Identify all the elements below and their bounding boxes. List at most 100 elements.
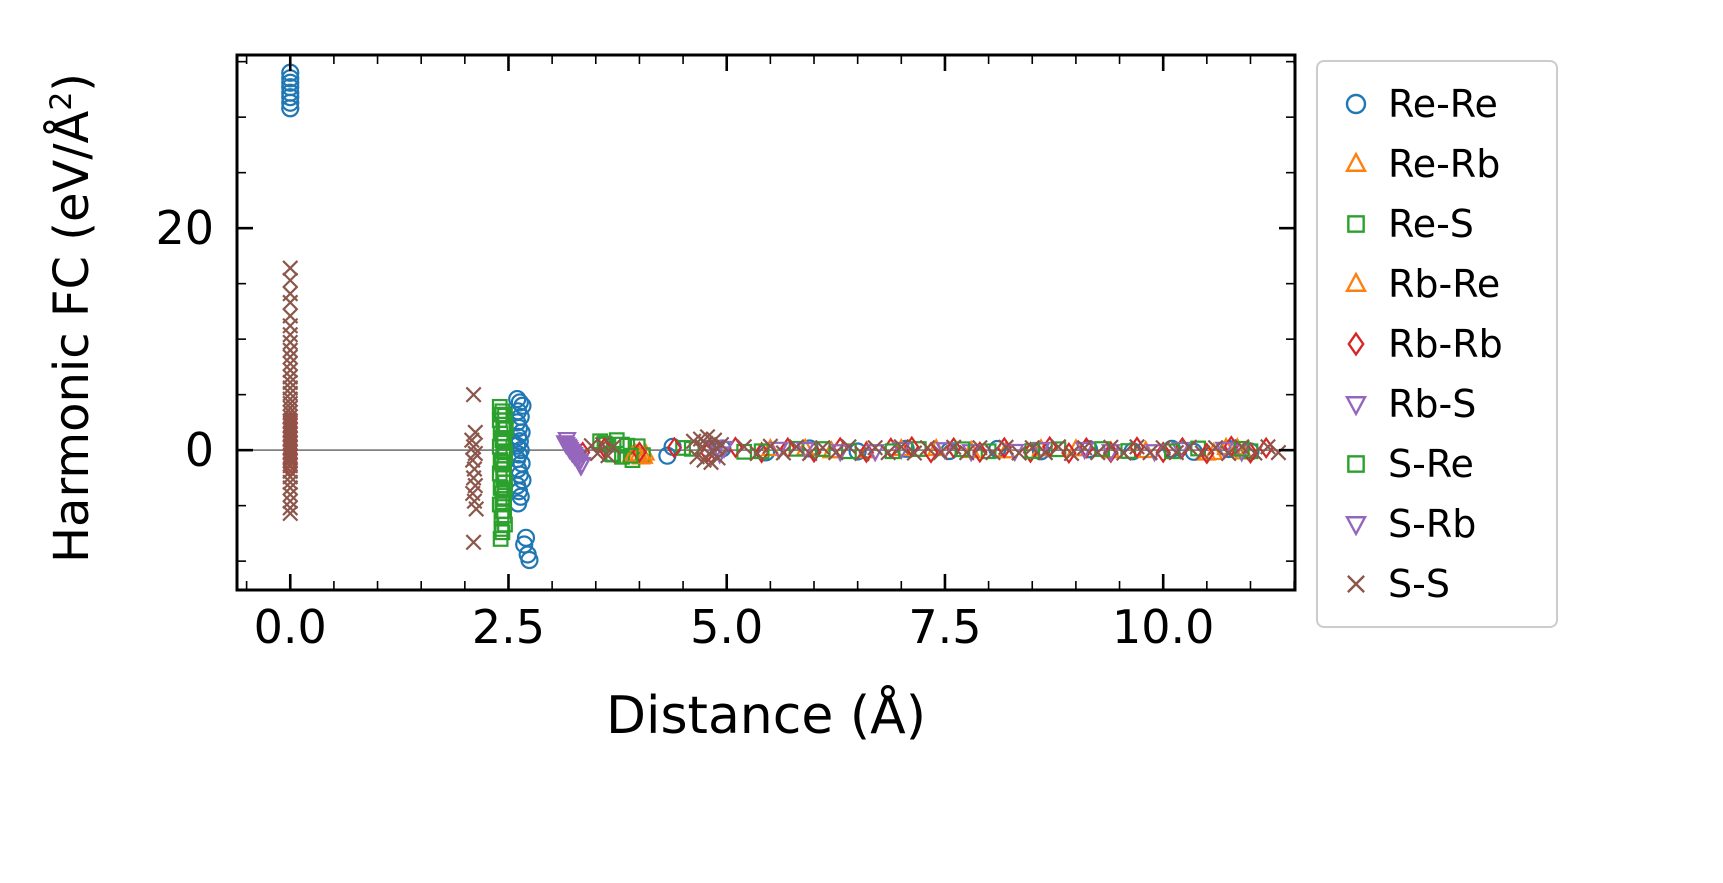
legend-item-Re-Rb: Re-Rb <box>1334 134 1540 194</box>
data-point-x-icon <box>1089 444 1106 461</box>
data-point-square-icon <box>622 447 639 464</box>
data-point-triangle-down-icon <box>1344 396 1368 417</box>
data-point-circle-icon <box>281 99 300 118</box>
data-point-x-icon <box>282 260 299 277</box>
data-point-x-icon <box>1168 444 1185 461</box>
data-point-square-icon <box>1024 443 1041 459</box>
data-point-diamond-icon <box>858 441 875 464</box>
data-point-x-icon <box>600 447 616 464</box>
data-point-circle-icon <box>281 88 300 107</box>
data-point-x-icon <box>282 499 299 516</box>
y-tick-label: 0 <box>184 423 214 478</box>
data-point-square-icon <box>493 521 510 537</box>
data-point-x-icon <box>282 505 299 522</box>
data-point-x-icon <box>880 444 897 461</box>
data-point-x-icon <box>697 435 714 452</box>
data-point-x-icon <box>282 326 299 343</box>
data-point-diamond-icon <box>1129 436 1145 459</box>
data-point-x-icon <box>1011 445 1028 462</box>
legend-label: Rb-Re <box>1388 262 1501 306</box>
x-icon <box>1347 575 1365 593</box>
series-S-S <box>282 260 1287 551</box>
data-point-square-icon <box>675 440 691 456</box>
x-tick-label: 10.0 <box>1111 600 1215 654</box>
data-point-circle-icon <box>1345 93 1367 115</box>
data-point-x-icon <box>465 386 482 403</box>
triangle-down-icon <box>1344 396 1368 417</box>
series-Re-Re <box>281 63 1260 570</box>
data-point-x-icon <box>1246 445 1263 462</box>
data-point-diamond-icon <box>596 436 613 460</box>
legend: Re-Re Re-Rb Re-S Rb-Re Rb-Rb Rb-S S-Re S-Rb S-S <box>1316 60 1558 628</box>
data-point-square-icon <box>496 491 513 507</box>
data-point-circle-icon <box>513 396 532 415</box>
data-point-x-icon <box>958 444 975 461</box>
data-point-circle-icon <box>281 73 300 92</box>
data-point-triangle-up-icon <box>795 437 816 456</box>
data-point-x-icon <box>468 500 485 517</box>
data-point-square-icon <box>492 531 509 547</box>
triangle-up-icon <box>1344 271 1368 292</box>
data-point-x-icon <box>1076 439 1093 456</box>
data-point-square-icon <box>497 444 513 461</box>
data-point-x-icon <box>1220 445 1237 462</box>
data-point-diamond-icon <box>1347 331 1365 357</box>
data-point-triangle-up-icon <box>633 445 654 464</box>
data-point-square-icon <box>497 482 513 499</box>
data-point-x-icon <box>465 534 482 551</box>
data-point-square-icon <box>814 441 831 457</box>
axes-box <box>235 53 1297 592</box>
data-point-x-icon <box>749 445 766 462</box>
data-point-triangle-down-icon <box>571 456 592 476</box>
series-Re-S <box>491 398 1259 547</box>
legend-label: S-S <box>1388 562 1450 606</box>
data-point-x-icon <box>932 444 949 461</box>
series-S-Re <box>493 406 1250 537</box>
data-point-triangle-down-icon <box>1214 441 1235 460</box>
data-point-x-icon <box>801 445 818 462</box>
data-point-x-icon <box>945 439 962 456</box>
data-point-triangle-down-icon <box>1031 441 1051 461</box>
x-axis-label: Distance (Å) <box>605 686 927 746</box>
data-point-x-icon <box>998 439 1015 456</box>
data-point-x-icon <box>1207 439 1224 456</box>
data-point-x-icon <box>1050 438 1067 455</box>
data-point-x-icon <box>1259 438 1276 455</box>
data-point-x-icon <box>854 445 871 462</box>
data-point-circle-icon <box>281 93 300 112</box>
legend-item-Rb-S: Rb-S <box>1334 374 1540 434</box>
data-point-x-icon <box>814 439 831 456</box>
data-point-circle-icon <box>510 393 529 412</box>
data-point-x-icon <box>282 493 299 510</box>
y-axis-label-text: Harmonic FC (eV/Å <box>44 110 100 564</box>
data-point-triangle-up-icon <box>1203 441 1224 461</box>
data-point-square-icon <box>736 443 753 460</box>
data-point-square-icon <box>1347 215 1365 233</box>
data-point-diamond-icon <box>1155 441 1171 464</box>
data-point-x-icon <box>1142 444 1159 461</box>
data-point-x-icon <box>827 444 844 461</box>
y-axis-label: Harmonic FC (eV/Å2) <box>44 73 100 563</box>
data-point-x-icon <box>1181 439 1198 456</box>
data-point-circle-icon <box>520 550 539 570</box>
data-point-x-icon <box>708 439 725 456</box>
triangle-down-icon <box>1344 516 1368 537</box>
data-point-x-icon <box>1194 445 1211 462</box>
data-point-x-icon <box>282 334 299 351</box>
data-point-x-icon <box>775 444 792 461</box>
legend-label: Re-S <box>1388 202 1474 246</box>
legend-label: Rb-S <box>1388 382 1477 426</box>
data-point-diamond-icon <box>1199 442 1215 465</box>
triangle-up-icon <box>1344 151 1368 172</box>
legend-item-S-S: S-S <box>1334 554 1540 614</box>
data-point-x-icon <box>893 438 910 455</box>
data-point-circle-icon <box>848 442 867 461</box>
data-point-square-icon <box>494 432 511 449</box>
data-point-x-icon <box>1115 445 1132 462</box>
legend-item-Rb-Rb: Rb-Rb <box>1334 314 1540 374</box>
legend-label: S-Re <box>1388 442 1474 486</box>
data-point-x-icon <box>605 438 622 455</box>
x-tick-label: 2.5 <box>471 600 546 654</box>
